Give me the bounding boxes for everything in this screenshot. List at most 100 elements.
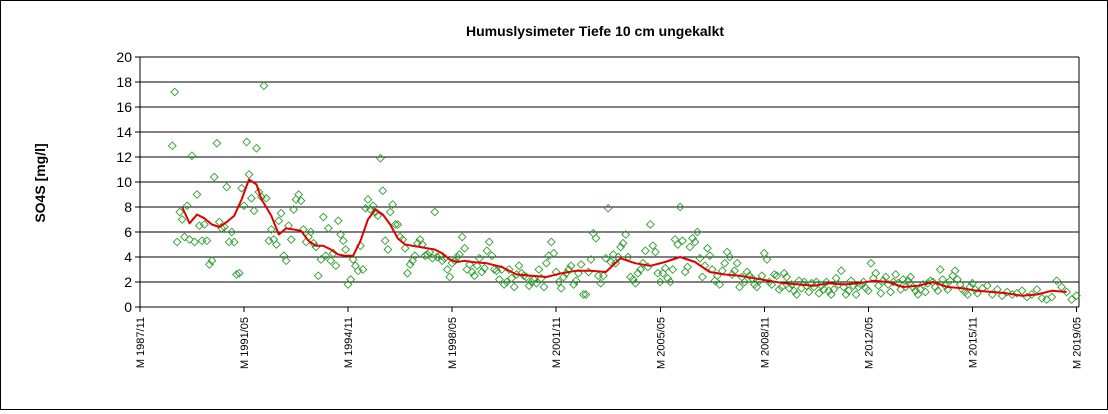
data-point (943, 285, 953, 294)
data-point (249, 206, 259, 216)
data-point (534, 265, 544, 274)
data-point (393, 220, 403, 229)
data-point (474, 253, 484, 263)
data-point (469, 271, 479, 281)
data-point (829, 285, 839, 294)
data-point (261, 193, 271, 203)
data-point (878, 276, 888, 286)
data-point (705, 251, 715, 261)
data-point (933, 286, 943, 296)
data-point (680, 267, 690, 277)
data-point (571, 276, 581, 286)
y-tick-labels: 0 2 4 6 8 10 12 14 16 18 20 (116, 49, 132, 315)
data-point (678, 236, 687, 246)
data-point (1027, 290, 1037, 299)
data-point (836, 266, 846, 276)
y-tick-label: 4 (124, 249, 132, 265)
data-point (564, 265, 574, 274)
data-point (559, 272, 569, 282)
y-tick-label: 2 (124, 274, 132, 290)
data-point (437, 256, 447, 266)
data-point (316, 255, 326, 264)
data-point (650, 247, 660, 257)
data-point (532, 278, 541, 288)
data-point (824, 286, 834, 296)
data-point (863, 286, 873, 296)
data-point (655, 277, 665, 287)
x-tick-label: M 1998/05 (447, 317, 459, 369)
data-point (903, 276, 913, 286)
data-point (361, 203, 370, 213)
data-point (792, 290, 802, 299)
data-point (375, 153, 385, 163)
x-tick-label: M 2019/05 (1072, 317, 1084, 369)
data-point (237, 183, 247, 193)
data-point (544, 251, 554, 261)
data-point (170, 87, 180, 97)
data-point (348, 255, 358, 264)
data-point (410, 251, 420, 261)
x-tick-label: M 2012/05 (863, 317, 875, 369)
data-point (554, 277, 564, 287)
data-point (527, 277, 536, 287)
data-point (492, 266, 502, 276)
data-point (224, 237, 234, 247)
data-point (611, 258, 621, 268)
data-point (573, 268, 583, 278)
data-point (586, 255, 596, 264)
data-point (636, 265, 646, 274)
data-point (576, 260, 586, 269)
data-point (182, 201, 192, 211)
data-point (638, 258, 648, 268)
data-point (294, 190, 304, 199)
data-point (388, 200, 398, 209)
data-point (504, 265, 514, 274)
data-point (425, 247, 435, 257)
data-point (1017, 286, 1027, 296)
data-point (385, 207, 395, 217)
data-point (588, 228, 598, 238)
data-point (807, 278, 816, 288)
data-point (596, 278, 606, 288)
data-point (618, 238, 628, 248)
y-axis-label: SO4S [mg/l] (32, 143, 48, 222)
data-point (346, 275, 356, 284)
data-point (926, 276, 935, 286)
data-point (628, 275, 638, 284)
data-point (383, 245, 393, 254)
data-point (603, 203, 613, 213)
data-point (762, 255, 772, 264)
data-point (321, 251, 331, 261)
data-point (881, 272, 891, 282)
data-point (569, 280, 579, 289)
data-point (660, 263, 670, 273)
data-point (866, 258, 876, 268)
data-point (484, 237, 494, 247)
data-point (888, 277, 898, 287)
y-tick-label: 16 (116, 99, 132, 115)
data-point (608, 250, 618, 259)
data-point (920, 287, 930, 297)
data-point (1037, 293, 1047, 303)
data-point (242, 137, 252, 147)
data-point (390, 220, 400, 229)
chart-title: Humuslysimeter Tiefe 10 cm ungekalkt (466, 23, 724, 39)
data-point (264, 236, 274, 246)
data-point (841, 290, 851, 299)
data-point (819, 285, 829, 294)
data-point (898, 275, 908, 284)
data-point (445, 272, 455, 282)
data-point (963, 290, 973, 299)
data-point (331, 261, 341, 271)
data-point (732, 258, 742, 268)
x-tick-label: M 2005/05 (655, 317, 667, 369)
data-point (232, 270, 241, 279)
data-point (239, 201, 249, 211)
data-point (789, 286, 799, 296)
data-point (720, 258, 730, 268)
data-point (514, 261, 524, 271)
data-point (886, 287, 896, 297)
data-point (930, 282, 940, 292)
